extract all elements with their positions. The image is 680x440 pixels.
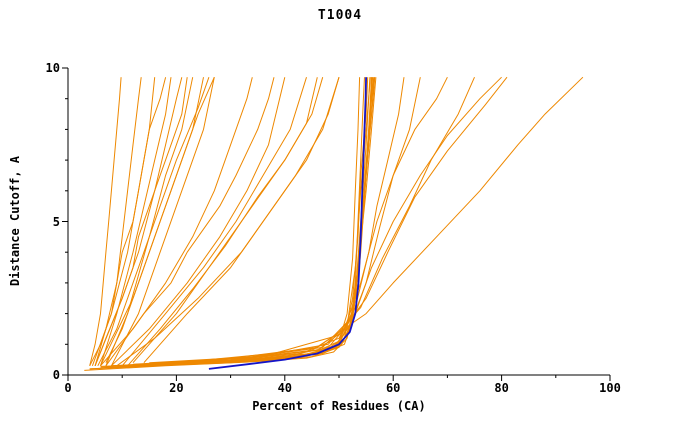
model-curve bbox=[100, 77, 373, 367]
model-curve bbox=[143, 77, 340, 364]
model-curve bbox=[89, 77, 122, 366]
y-tick-label: 5 bbox=[52, 214, 60, 229]
model-curve bbox=[94, 77, 142, 366]
x-axis-label: Percent of Residues (CA) bbox=[252, 399, 426, 413]
x-tick-label: 80 bbox=[494, 381, 509, 395]
best-model-curve bbox=[208, 77, 367, 370]
model-curve bbox=[89, 77, 365, 370]
model-curve bbox=[105, 76, 215, 363]
model-curve bbox=[100, 77, 172, 366]
y-tick-label: 0 bbox=[52, 368, 60, 382]
model-curve bbox=[105, 77, 194, 366]
model-curve bbox=[110, 77, 215, 367]
x-tick-label: 100 bbox=[599, 381, 621, 395]
x-tick-label: 0 bbox=[64, 381, 72, 395]
model-curve bbox=[89, 77, 167, 367]
model-curve bbox=[100, 77, 253, 367]
model-curve bbox=[105, 77, 371, 368]
model-curve bbox=[149, 76, 475, 364]
model-curve bbox=[138, 77, 421, 365]
model-curve bbox=[132, 77, 324, 364]
x-tick-label: 40 bbox=[277, 381, 293, 395]
model-curve bbox=[143, 77, 376, 365]
model-curve bbox=[132, 76, 502, 365]
model-curve bbox=[97, 77, 210, 367]
x-tick-label: 60 bbox=[385, 381, 401, 395]
model-curve bbox=[127, 77, 318, 367]
model-curve bbox=[176, 76, 508, 364]
model-curve bbox=[105, 77, 275, 367]
model-curve bbox=[116, 77, 377, 367]
x-tick-label: 20 bbox=[169, 381, 184, 395]
model-curve bbox=[111, 77, 286, 367]
model-curve bbox=[89, 77, 361, 370]
model-curve bbox=[121, 77, 307, 367]
model-curve bbox=[111, 76, 584, 367]
model-curve bbox=[94, 77, 188, 366]
y-tick-label: 10 bbox=[45, 61, 60, 75]
chart-title: T1004 bbox=[317, 8, 363, 23]
